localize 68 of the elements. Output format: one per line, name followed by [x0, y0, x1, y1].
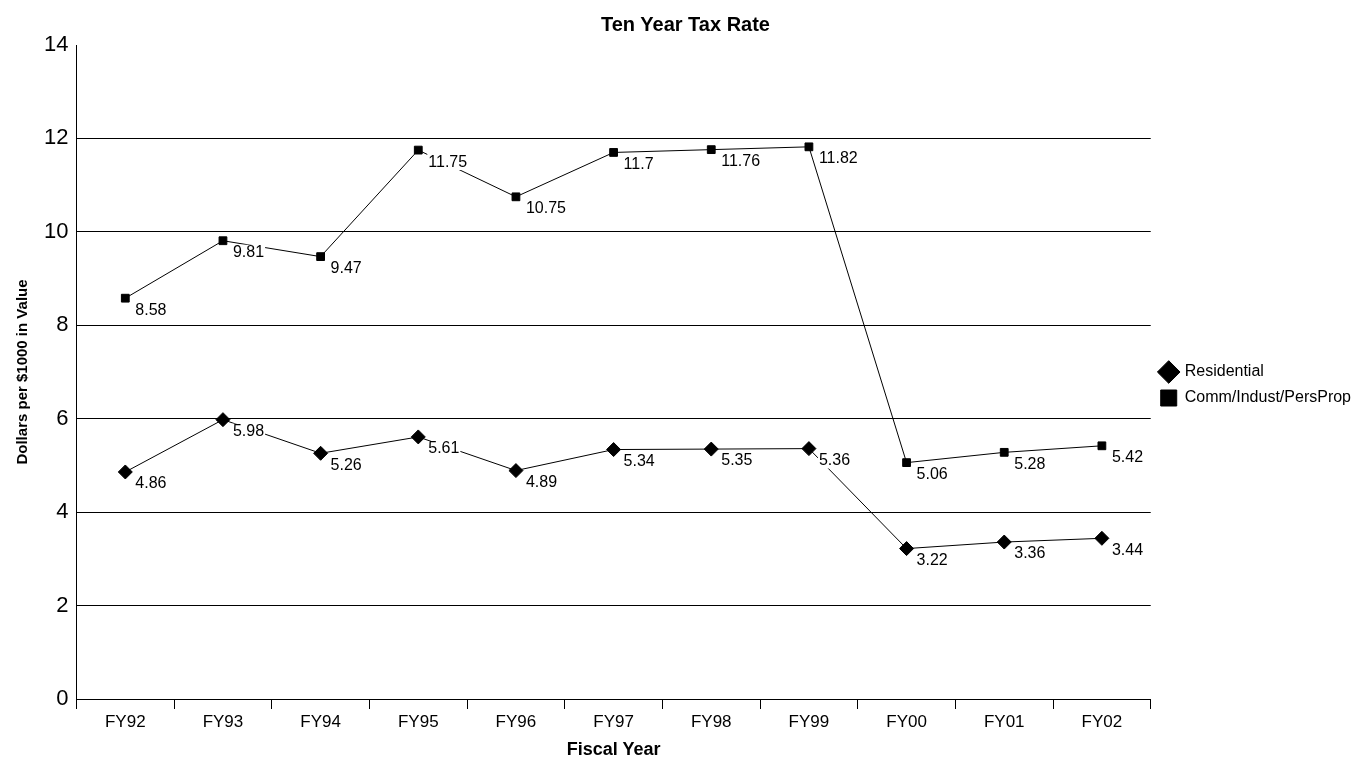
x-tick-label: FY96 [495, 711, 537, 731]
point [801, 441, 817, 457]
point [120, 293, 130, 303]
data-label: 11.82 [818, 149, 858, 167]
point [706, 145, 716, 155]
point [804, 142, 814, 152]
x-tick-label: FY95 [397, 711, 439, 731]
point [511, 192, 521, 202]
point [313, 445, 329, 461]
data-label: 3.44 [1111, 540, 1144, 558]
point [1094, 530, 1110, 546]
data-label: 8.58 [135, 300, 167, 318]
point [999, 447, 1009, 457]
x-tick-label: FY00 [886, 711, 927, 731]
data-label: 5.28 [1014, 454, 1046, 472]
data-label: 5.06 [916, 465, 948, 483]
x-tick-label: FY93 [202, 711, 244, 731]
y-tick-label: 8 [56, 311, 69, 337]
data-label: 9.47 [330, 259, 362, 277]
y-axis-title: Dollars per $1000 in Value [13, 279, 31, 465]
y-tick-label: 14 [43, 31, 69, 57]
data-label: 9.81 [232, 243, 265, 261]
data-label: 3.22 [916, 550, 948, 568]
point [609, 148, 618, 157]
x-tick-label: FY92 [104, 711, 146, 731]
x-tick-label: FY97 [593, 711, 634, 731]
point [413, 145, 423, 155]
x-axis-title: Fiscal Year [566, 739, 661, 760]
data-label: 3.36 [1014, 544, 1046, 562]
data-label: 5.98 [232, 422, 265, 440]
data-label: 11.75 [428, 152, 468, 170]
data-label: 5.26 [330, 455, 362, 473]
point [316, 252, 326, 262]
point [902, 458, 911, 468]
x-tick-label: FY01 [983, 711, 1025, 731]
y-tick-label: 12 [43, 124, 69, 150]
data-label: 5.34 [623, 451, 655, 469]
y-tick-label: 2 [56, 591, 69, 617]
point [996, 534, 1012, 550]
point [117, 464, 133, 480]
point [410, 429, 426, 445]
data-label: 4.86 [135, 474, 167, 492]
data-label: 5.42 [1111, 448, 1144, 466]
y-tick-label: 6 [56, 404, 69, 430]
x-tick-label: FY02 [1081, 711, 1123, 731]
chart-title: Ten Year Tax Rate [601, 12, 770, 35]
y-tick-label: 0 [56, 685, 69, 711]
point [1097, 441, 1107, 451]
x-tick-label: FY99 [788, 711, 830, 731]
legend-label: Residential [1184, 362, 1264, 380]
point [703, 441, 719, 457]
data-label: 10.75 [525, 199, 567, 217]
data-label: 11.7 [623, 154, 654, 172]
x-tick-label: FY98 [690, 711, 732, 731]
data-label: 11.76 [721, 152, 761, 170]
y-tick-label: 10 [43, 217, 69, 243]
point [215, 412, 231, 428]
data-label: 5.35 [721, 451, 753, 469]
point [218, 236, 228, 246]
legend-label: Comm/Indust/PersProp [1184, 388, 1352, 406]
y-tick-label: 4 [56, 498, 69, 524]
data-label: 5.61 [428, 439, 460, 457]
data-label: 5.36 [818, 451, 851, 469]
point [606, 442, 622, 458]
x-tick-label: FY94 [300, 711, 341, 731]
point [508, 463, 524, 479]
point [899, 541, 915, 557]
data-label: 4.89 [525, 472, 558, 490]
